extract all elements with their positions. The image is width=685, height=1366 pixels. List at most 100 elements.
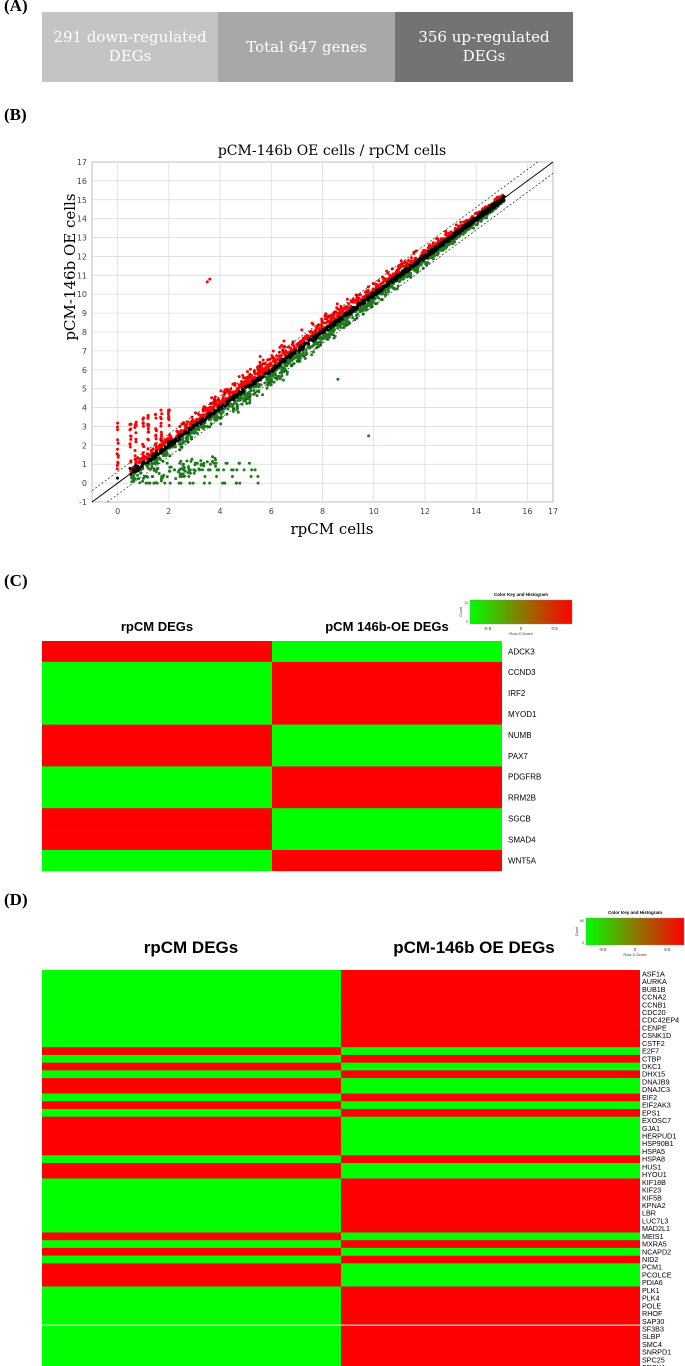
down-regulated-point <box>240 402 244 406</box>
up-regulated-point <box>386 277 389 281</box>
heatmap-cell-rpcm <box>42 1201 341 1210</box>
heatmap-row-label: KIF23 <box>642 1186 661 1195</box>
x-tick-label: 16 <box>522 507 532 516</box>
heatmap-cell-rpcm <box>42 1008 341 1017</box>
up-regulated-point <box>153 413 157 417</box>
down-regulated-point <box>336 377 340 381</box>
down-regulated-point <box>221 410 225 414</box>
y-tick-label: -1 <box>79 498 87 507</box>
heatmap-d-cells <box>42 970 640 1366</box>
down-regulated-point <box>151 475 155 478</box>
up-regulated-point <box>116 428 120 432</box>
down-regulated-point <box>231 468 235 472</box>
up-regulated-point <box>212 401 216 405</box>
up-regulated-point <box>436 237 440 240</box>
up-regulated-point <box>141 453 145 457</box>
up-regulated-point <box>134 440 138 444</box>
unchanged-point <box>232 398 235 402</box>
down-regulated-point <box>181 436 185 440</box>
heatmap-cell-rpcm <box>42 1317 341 1326</box>
heatmap-row-label: E2F7 <box>642 1047 659 1056</box>
up-regulated-point <box>409 256 413 260</box>
up-regulated-point <box>115 464 119 467</box>
up-regulated-point <box>250 377 254 381</box>
down-regulated-point <box>185 459 189 463</box>
down-regulated-point <box>318 336 322 340</box>
down-regulated-point <box>174 477 178 481</box>
up-regulated-point <box>178 425 182 428</box>
down-regulated-point <box>257 390 261 394</box>
down-regulated-point <box>356 312 360 316</box>
down-regulated-point <box>181 462 185 466</box>
heatmap-cell-rpcm <box>42 1247 341 1256</box>
unchanged-point <box>374 289 378 292</box>
up-regulated-point <box>168 433 171 437</box>
up-regulated-point <box>271 359 275 363</box>
heatmap-cell-rpcm <box>42 985 341 994</box>
up-regulated-point <box>272 357 276 361</box>
down-regulated-point <box>205 460 209 464</box>
x-tick-label: 10 <box>369 507 379 516</box>
up-regulated-point <box>271 349 275 353</box>
heatmap-row-label: SMC4 <box>642 1340 662 1349</box>
up-regulated-point <box>167 408 171 412</box>
down-regulated-point <box>156 461 160 465</box>
y-tick-label: 7 <box>82 347 87 356</box>
up-regulated-point <box>261 358 265 362</box>
heatmap-cell-pcm <box>341 1016 640 1025</box>
up-regulated-point <box>246 370 249 374</box>
unchanged-point <box>225 402 229 406</box>
heatmap-row-label: DHX15 <box>642 1070 665 1079</box>
down-regulated-point <box>199 459 203 463</box>
y-tick-label: 12 <box>77 252 87 261</box>
heatmap-row-label: PDGFRB <box>508 773 541 782</box>
heatmap-cell-rpcm <box>42 1000 341 1009</box>
color-key-gradient <box>585 917 685 946</box>
down-regulated-point <box>223 481 227 485</box>
color-key-title: Color Key and Histogram <box>494 592 548 597</box>
down-regulated-point <box>193 469 197 473</box>
heatmap-cell-pcm <box>341 1193 640 1202</box>
up-regulated-point <box>399 259 403 263</box>
up-regulated-point <box>137 460 141 464</box>
heatmap-cell-rpcm <box>42 1039 341 1048</box>
down-regulated-point <box>151 461 155 465</box>
up-regulated-point <box>282 351 286 355</box>
heatmap-cell-rpcm <box>42 808 272 830</box>
down-regulated-point <box>301 354 305 358</box>
heatmap-cell-pcm <box>341 1186 640 1195</box>
up-regulated-point <box>411 260 415 263</box>
down-regulated-point <box>190 435 194 439</box>
down-regulated-point <box>265 386 269 390</box>
down-regulated-point <box>236 399 240 403</box>
heatmap-cell-rpcm <box>42 1186 341 1195</box>
up-regulated-point <box>147 423 151 427</box>
color-key-x-label: Row Z-Score <box>509 631 533 636</box>
down-regulated-point <box>278 377 282 381</box>
down-regulated-point <box>233 400 237 404</box>
heatmap-cell-pcm <box>341 1301 640 1310</box>
heatmap-row-label: KPNA2 <box>642 1201 666 1210</box>
heatmap-row-label: PDIA6 <box>642 1278 663 1287</box>
up-regulated-point <box>141 451 145 455</box>
color-key-y-label: Count <box>459 607 463 616</box>
up-regulated-point <box>386 271 390 275</box>
up-regulated-point <box>136 456 139 460</box>
down-regulated-point <box>155 481 159 485</box>
heatmap-row-label: MEIS1 <box>642 1232 664 1241</box>
heatmap-cell-rpcm <box>42 1294 341 1303</box>
heatmap-cell-pcm <box>341 1178 640 1187</box>
up-regulated-point <box>431 241 435 245</box>
heatmap-cell-pcm <box>341 1240 640 1249</box>
down-regulated-point <box>187 475 191 478</box>
up-regulated-point <box>115 425 119 429</box>
y-tick-label: 2 <box>82 441 87 450</box>
down-regulated-point <box>479 219 483 223</box>
down-regulated-point <box>341 322 345 326</box>
up-regulated-point <box>213 395 217 399</box>
down-regulated-point <box>395 287 399 291</box>
down-regulated-point <box>333 334 337 338</box>
down-regulated-point <box>263 381 267 385</box>
down-regulated-point <box>383 293 387 297</box>
heatmap-cell-pcm <box>341 1232 640 1241</box>
